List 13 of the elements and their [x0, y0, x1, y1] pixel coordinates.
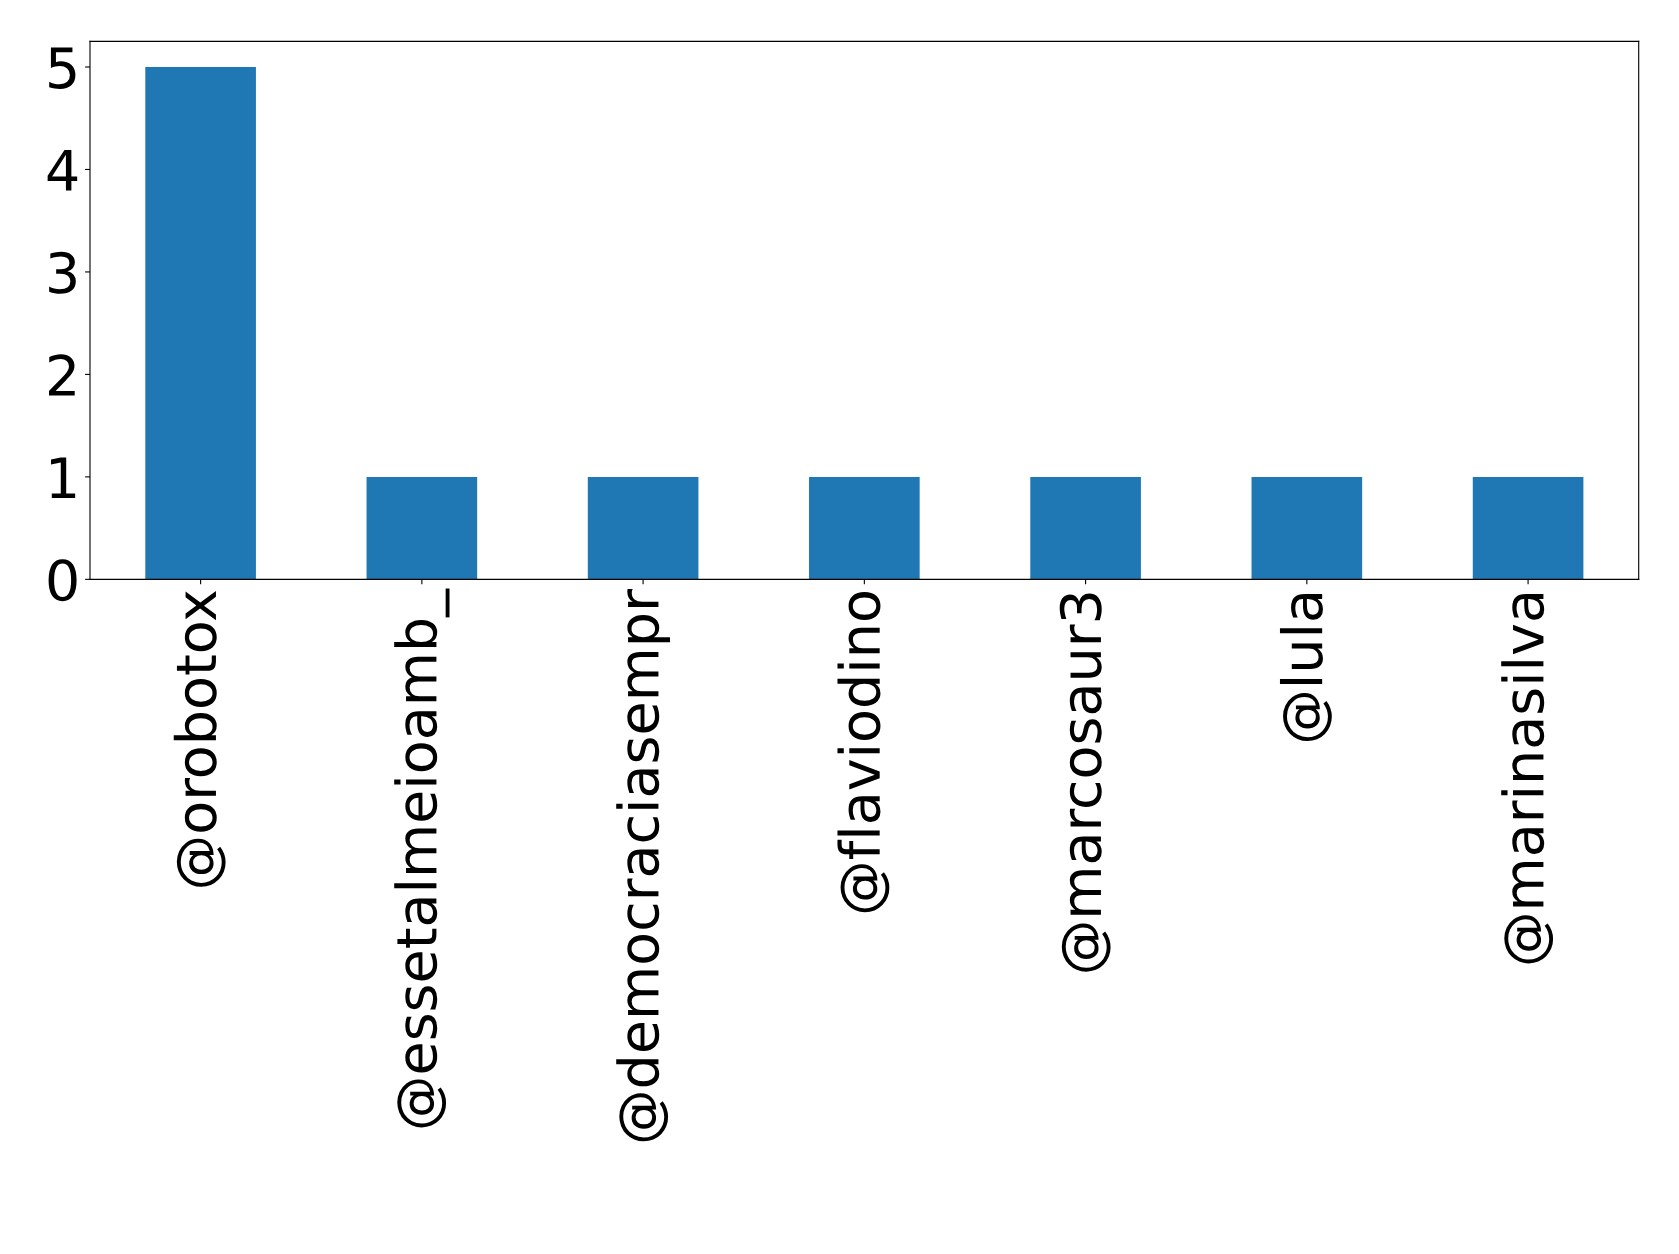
x-tick-label: @marcosaur3	[1059, 593, 1111, 972]
y-tick-label: 5	[49, 47, 76, 89]
x-tick-label: @orobotox	[173, 590, 226, 887]
y-tick-label: 2	[49, 354, 75, 396]
x-tick-label: @essetalmeioamb_	[394, 588, 450, 1128]
x-tick-label: @lula	[1279, 594, 1332, 742]
y-tick-label: 4	[47, 150, 78, 191]
x-tick-label: @flaviodino	[837, 592, 890, 913]
y-tick-label: 1	[51, 457, 76, 498]
y-tick-label: 3	[49, 251, 76, 294]
x-tick-label: @democraciasempr	[616, 589, 670, 1142]
y-tick-label: 0	[48, 559, 77, 602]
x-tick-label: @marinasilva	[1501, 594, 1554, 964]
